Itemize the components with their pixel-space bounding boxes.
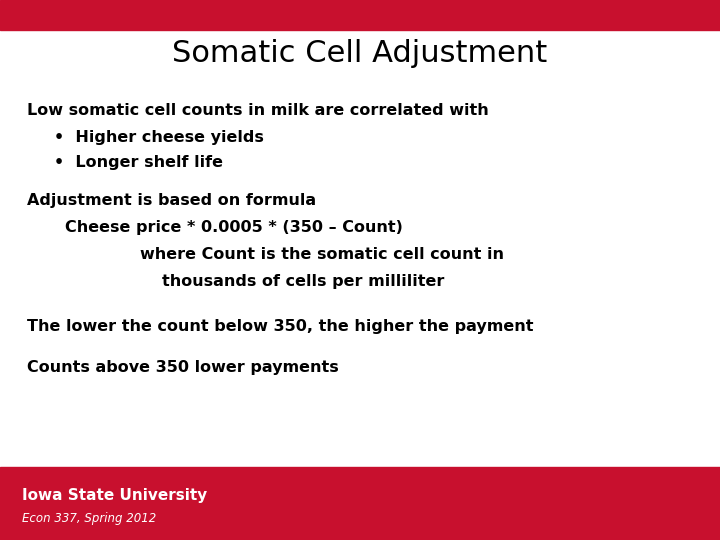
Text: where Count is the somatic cell count in: where Count is the somatic cell count in <box>140 247 505 262</box>
Text: •  Longer shelf life: • Longer shelf life <box>54 154 223 170</box>
Text: •  Higher cheese yields: • Higher cheese yields <box>54 130 264 145</box>
Text: Adjustment is based on formula: Adjustment is based on formula <box>27 193 317 208</box>
Text: Cheese price * 0.0005 * (350 – Count): Cheese price * 0.0005 * (350 – Count) <box>65 220 402 235</box>
Text: Low somatic cell counts in milk are correlated with: Low somatic cell counts in milk are corr… <box>27 103 489 118</box>
Text: Iowa State University: Iowa State University <box>22 488 207 503</box>
Text: Somatic Cell Adjustment: Somatic Cell Adjustment <box>172 39 548 69</box>
Bar <box>0 0 720 30</box>
Bar <box>0 467 720 540</box>
Text: The lower the count below 350, the higher the payment: The lower the count below 350, the highe… <box>27 319 534 334</box>
Text: Counts above 350 lower payments: Counts above 350 lower payments <box>27 360 339 375</box>
Text: thousands of cells per milliliter: thousands of cells per milliliter <box>162 274 444 289</box>
Text: Econ 337, Spring 2012: Econ 337, Spring 2012 <box>22 512 156 525</box>
